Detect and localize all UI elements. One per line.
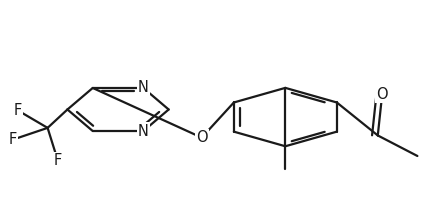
Text: N: N [138,80,149,95]
Text: F: F [8,132,16,147]
Text: O: O [377,87,388,102]
Text: O: O [196,130,207,145]
Text: N: N [138,124,149,139]
Text: F: F [54,153,62,168]
Text: F: F [14,103,22,118]
